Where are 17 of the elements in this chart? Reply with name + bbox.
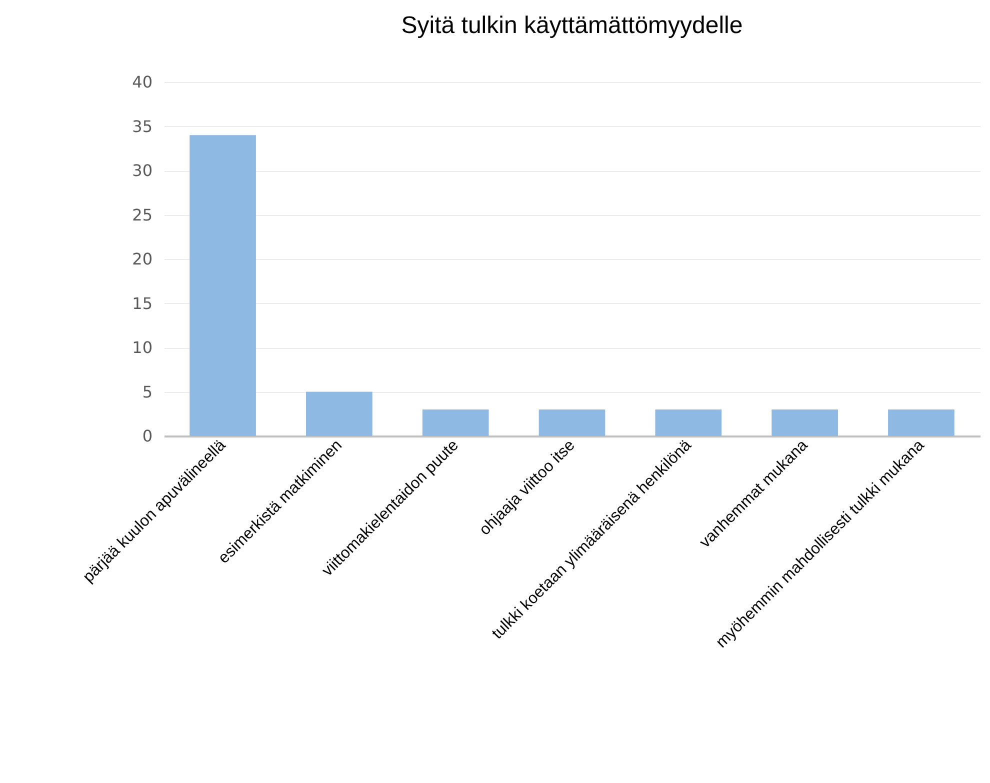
y-tick-label: 0 (142, 426, 152, 446)
y-tick-label: 30 (132, 161, 152, 180)
y-tick-label: 40 (132, 72, 152, 92)
y-tick-label: 15 (132, 294, 152, 313)
y-tick-label: 20 (132, 250, 152, 268)
y-tick-label: 25 (132, 205, 152, 224)
bar (772, 409, 838, 436)
y-tick-label: 35 (132, 116, 152, 136)
bar (190, 135, 256, 436)
bar (538, 409, 606, 436)
y-tick-label: 5 (142, 382, 152, 402)
bar (888, 409, 954, 436)
y-tick-label: 10 (132, 338, 152, 357)
bar (655, 409, 722, 436)
chart-title: Syitä tulkin käyttämättömyydelle (401, 12, 743, 39)
bar (422, 409, 489, 436)
bar (306, 392, 372, 436)
